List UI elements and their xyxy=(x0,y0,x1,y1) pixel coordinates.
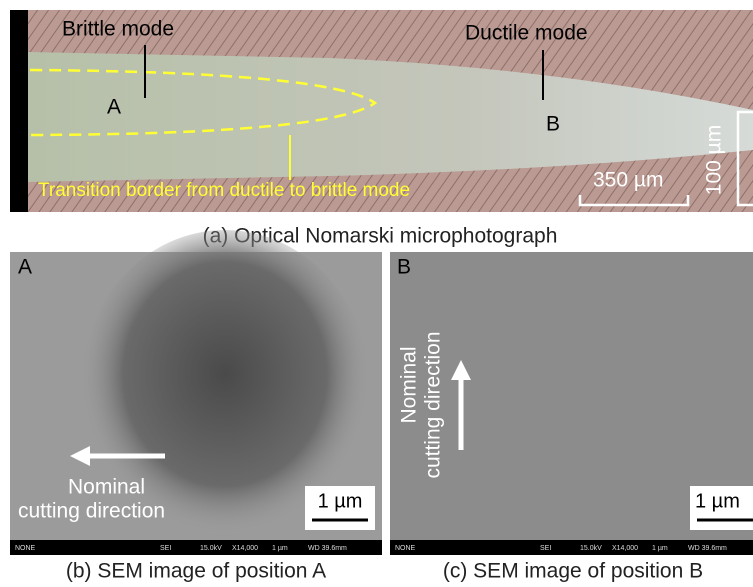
label: Ductile mode xyxy=(465,22,588,45)
label: Nominal xyxy=(68,476,145,499)
info-text: 1 µm xyxy=(652,545,668,552)
label: Nominal xyxy=(398,346,421,423)
info-text: SEI xyxy=(160,545,171,552)
label: B xyxy=(397,256,411,279)
info-text: WD 39.6mm xyxy=(688,545,727,552)
scale-label: 1 µm xyxy=(318,490,363,512)
info-text: X14,000 xyxy=(232,545,258,552)
label: A xyxy=(18,256,32,279)
black-edge xyxy=(10,10,28,212)
page: Brittle mode Ductile mode A B Transition… xyxy=(0,0,753,587)
label: A xyxy=(107,96,121,119)
panel-b: A Nominal cutting direction 1 µm NONE SEI… xyxy=(10,230,382,555)
info-text: 1 µm xyxy=(272,545,288,552)
figure: Brittle mode Ductile mode A B Transition… xyxy=(0,0,753,587)
info-text: X14,000 xyxy=(612,545,638,552)
label: Brittle mode xyxy=(62,18,174,41)
info-text: 15.0kV xyxy=(200,545,222,552)
label: cutting direction xyxy=(18,500,165,523)
caption: (c) SEM image of position B xyxy=(443,560,703,583)
info-text: WD 39.6mm xyxy=(308,545,347,552)
info-text: NONE xyxy=(15,545,36,552)
label: cutting direction xyxy=(422,331,445,478)
info-text: 15.0kV xyxy=(580,545,602,552)
panel-c: B Nominal cutting direction 1 µm NONE SEI… xyxy=(390,252,753,555)
caption: (b) SEM image of position A xyxy=(66,560,326,583)
info-text: SEI xyxy=(540,545,551,552)
panel-a: Brittle mode Ductile mode A B Transition… xyxy=(10,10,753,212)
label: B xyxy=(546,113,560,136)
label: Transition border from ductile to brittl… xyxy=(38,180,410,201)
scale-label: 1 µm xyxy=(695,490,740,512)
scale-label: 100 µm xyxy=(703,125,726,195)
scale-label: 350 µm xyxy=(593,169,663,192)
info-text: NONE xyxy=(395,545,416,552)
